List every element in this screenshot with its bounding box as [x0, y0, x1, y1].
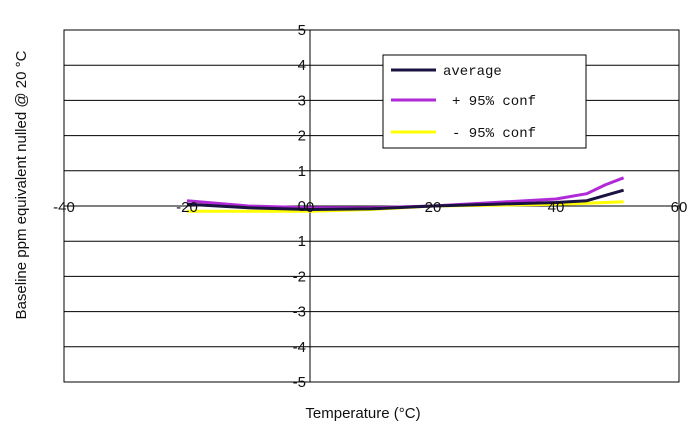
y-axis-label: Baseline ppm equivalent nulled @ 20 °C	[13, 50, 30, 319]
x-tick-label: -20	[176, 199, 198, 216]
y-tick-label: 3	[298, 92, 306, 109]
x-tick-label: 60	[671, 199, 688, 216]
y-tick-label: 1	[298, 163, 306, 180]
legend-label-minus-conf: - 95% conf	[452, 126, 536, 142]
x-tick-label: 20	[425, 199, 442, 216]
series-lines	[186, 176, 625, 213]
y-tick-labels: 5 4 3 2 1 0 1 -2 -3 -4 -5	[293, 22, 306, 391]
legend-label-plus-conf: + 95% conf	[452, 94, 536, 110]
x-axis-label: Temperature (°C)	[305, 405, 420, 422]
y-tick-label: -2	[293, 268, 306, 285]
y-tick-label: 2	[298, 128, 306, 145]
x-tick-label: -40	[53, 199, 75, 216]
x-tick-label: 0	[306, 199, 314, 216]
y-tick-label: 5	[298, 22, 306, 39]
y-tick-label: -4	[293, 339, 306, 356]
y-tick-label: 0	[298, 198, 306, 215]
x-tick-label: 40	[548, 199, 565, 216]
axes	[64, 30, 679, 382]
y-tick-label: -5	[293, 374, 306, 391]
series-line-0	[186, 188, 625, 211]
y-tick-label: -3	[293, 304, 306, 321]
legend-label-average: average	[443, 64, 502, 80]
legend: average + 95% conf - 95% conf	[382, 54, 587, 149]
y-tick-label: 1	[298, 233, 306, 250]
x-tick-labels: -40 -20 0 20 40 60	[53, 199, 687, 216]
y-tick-label: 4	[298, 57, 306, 74]
